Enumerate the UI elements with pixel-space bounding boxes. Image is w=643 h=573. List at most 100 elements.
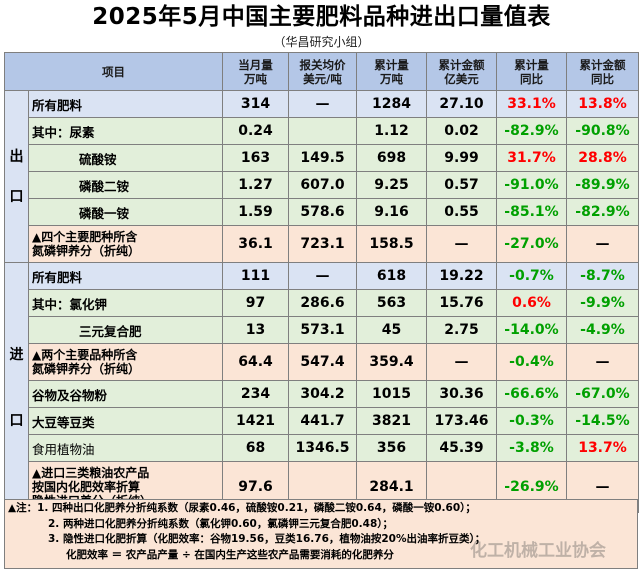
cell-price: [288, 117, 357, 145]
cell-cur-qty: 163: [222, 144, 289, 172]
cell-price: 573.1: [288, 316, 357, 344]
row-label: ▲两个主要品种所含 氮磷钾养分（折纯）: [28, 343, 223, 381]
row-label: 谷物及谷物粉: [28, 380, 223, 408]
cell-amt-yoy: 13.8%: [566, 90, 639, 118]
table-row: 食用植物油 68 1346.5 356 45.39 -3.8% 13.7%: [5, 434, 639, 462]
row-label: 食用植物油: [28, 434, 223, 462]
cell-qty-yoy: -0.4%: [496, 343, 567, 381]
header-row: 项目 当月量 万吨 报关均价 美元/吨 累计量 万吨 累计金额 亿美元 累计量 同比 累计…: [4, 52, 639, 91]
cell-price: 607.0: [288, 171, 357, 199]
cell-cum-amt: 15.76: [426, 289, 497, 317]
cell-amt-yoy: 28.8%: [566, 144, 639, 172]
table-row: 磷酸一铵 1.59 578.6 9.16 0.55 -85.1% -82.9%: [5, 198, 639, 226]
cell-cum-qty: 356: [356, 434, 427, 462]
cell-cum-qty: 9.25: [356, 171, 427, 199]
page-title: 2025年5月中国主要肥料品种进出口量值表: [92, 4, 551, 30]
cell-cum-amt: 19.22: [426, 262, 497, 290]
cell-price: 441.7: [288, 407, 357, 435]
note-line: 化肥效率 ＝ 农产品产量 ÷ 在国内生产这些农产品需要消耗的化肥养分: [66, 548, 394, 561]
cell-qty-yoy: 33.1%: [496, 90, 567, 118]
cell-cum-amt: 27.10: [426, 90, 497, 118]
row-label: 三元复合肥: [28, 316, 223, 344]
notes-box: ▲注：1. 四种出口化肥养分折纯系数（尿素0.46，硫酸铵0.21，磷酸二铵0.…: [4, 499, 638, 569]
cell-amt-yoy: -82.9%: [566, 198, 639, 226]
note-line: 3. 隐性进口化肥折算（化肥效率：谷物19.56，豆类16.76，植物油按20%…: [48, 533, 486, 545]
cell-cum-amt: 30.36: [426, 380, 497, 408]
cell-cur-qty: 1421: [222, 407, 289, 435]
cell-qty-yoy: -14.0%: [496, 316, 567, 344]
cell-cum-amt: 2.75: [426, 316, 497, 344]
cell-cum-amt: —: [426, 343, 497, 381]
cell-price: 547.4: [288, 343, 357, 381]
watermark: 化工机械工业协会: [470, 541, 606, 561]
header-cum-amt: 累计金额 亿美元: [426, 52, 497, 91]
header-qty-yoy: 累计量 同比: [496, 52, 567, 91]
cell-price: 149.5: [288, 144, 357, 172]
cell-cur-qty: 97: [222, 289, 289, 317]
row-label: 所有肥料: [28, 90, 223, 118]
cell-cur-qty: 13: [222, 316, 289, 344]
header-amt-yoy: 累计金额 同比: [566, 52, 639, 91]
cell-amt-yoy: -67.0%: [566, 380, 639, 408]
cell-qty-yoy: -66.6%: [496, 380, 567, 408]
note-line: ▲注：1. 四种出口化肥养分折纯系数（尿素0.46，硫酸铵0.21，磷酸二铵0.…: [8, 502, 476, 514]
cell-cum-qty: 45: [356, 316, 427, 344]
table-row: 谷物及谷物粉 234 304.2 1015 30.36 -66.6% -67.0…: [5, 380, 639, 408]
cell-qty-yoy: -3.8%: [496, 434, 567, 462]
cell-price: 723.1: [288, 225, 357, 263]
cell-price: 286.6: [288, 289, 357, 317]
cell-cur-qty: 36.1: [222, 225, 289, 263]
cell-amt-yoy: -89.9%: [566, 171, 639, 199]
cell-cum-amt: 45.39: [426, 434, 497, 462]
table-row: 大豆等豆类 1421 441.7 3821 173.46 -0.3% -14.5…: [5, 407, 639, 435]
cell-qty-yoy: -85.1%: [496, 198, 567, 226]
cell-cum-amt: —: [426, 225, 497, 263]
import-group-label: 进口: [4, 262, 29, 513]
cell-amt-yoy: -8.7%: [566, 262, 639, 290]
cell-cum-qty: 1.12: [356, 117, 427, 145]
cell-cum-amt: 0.55: [426, 198, 497, 226]
page-subtitle: （华昌研究小组）: [273, 35, 370, 49]
cell-price: —: [288, 90, 357, 118]
cell-qty-yoy: -91.0%: [496, 171, 567, 199]
header-cur-qty: 当月量 万吨: [222, 52, 289, 91]
cell-cum-qty: 9.16: [356, 198, 427, 226]
cell-cum-qty: 3821: [356, 407, 427, 435]
cell-cum-amt: 0.02: [426, 117, 497, 145]
header-cum-qty: 累计量 万吨: [356, 52, 427, 91]
cell-amt-yoy: -4.9%: [566, 316, 639, 344]
cell-cur-qty: 111: [222, 262, 289, 290]
cell-cur-qty: 0.24: [222, 117, 289, 145]
cell-amt-yoy: -9.9%: [566, 289, 639, 317]
row-label: 大豆等豆类: [28, 407, 223, 435]
cell-qty-yoy: -27.0%: [496, 225, 567, 263]
table-row: 其中：氯化钾 97 286.6 563 15.76 0.6% -9.9%: [5, 289, 639, 317]
cell-cum-qty: 1284: [356, 90, 427, 118]
cell-qty-yoy: -0.3%: [496, 407, 567, 435]
cell-cur-qty: 234: [222, 380, 289, 408]
table-row: 磷酸二铵 1.27 607.0 9.25 0.57 -91.0% -89.9%: [5, 171, 639, 199]
cell-price: 1346.5: [288, 434, 357, 462]
cell-cum-qty: 359.4: [356, 343, 427, 381]
cell-cum-amt: 173.46: [426, 407, 497, 435]
cell-cur-qty: 1.59: [222, 198, 289, 226]
cell-cum-qty: 158.5: [356, 225, 427, 263]
cell-cur-qty: 64.4: [222, 343, 289, 381]
row-label: 磷酸一铵: [28, 198, 223, 226]
row-label: 其中：氯化钾: [28, 289, 223, 317]
cell-cum-amt: 9.99: [426, 144, 497, 172]
cell-amt-yoy: —: [566, 343, 639, 381]
cell-cum-qty: 698: [356, 144, 427, 172]
cell-cum-amt: 0.57: [426, 171, 497, 199]
cell-price: 304.2: [288, 380, 357, 408]
table-row: 出口 所有肥料 314 — 1284 27.10 33.1% 13.8%: [4, 90, 639, 263]
export-group-label: 出口: [4, 90, 29, 263]
table-row: 进口 所有肥料 111 — 618 19.22 -0.7% -8.7%: [4, 262, 639, 513]
table-row: ▲两个主要品种所含 氮磷钾养分（折纯） 64.4 547.4 359.4 — -0…: [5, 343, 639, 381]
row-label: 其中：尿素: [28, 117, 223, 145]
cell-amt-yoy: —: [566, 225, 639, 263]
row-label: 所有肥料: [28, 262, 223, 290]
table-row: 三元复合肥 13 573.1 45 2.75 -14.0% -4.9%: [5, 316, 639, 344]
header-item: 项目: [4, 52, 223, 91]
trade-table: 项目 当月量 万吨 报关均价 美元/吨 累计量 万吨 累计金额 亿美元 累计量 同比 累计…: [4, 52, 639, 513]
